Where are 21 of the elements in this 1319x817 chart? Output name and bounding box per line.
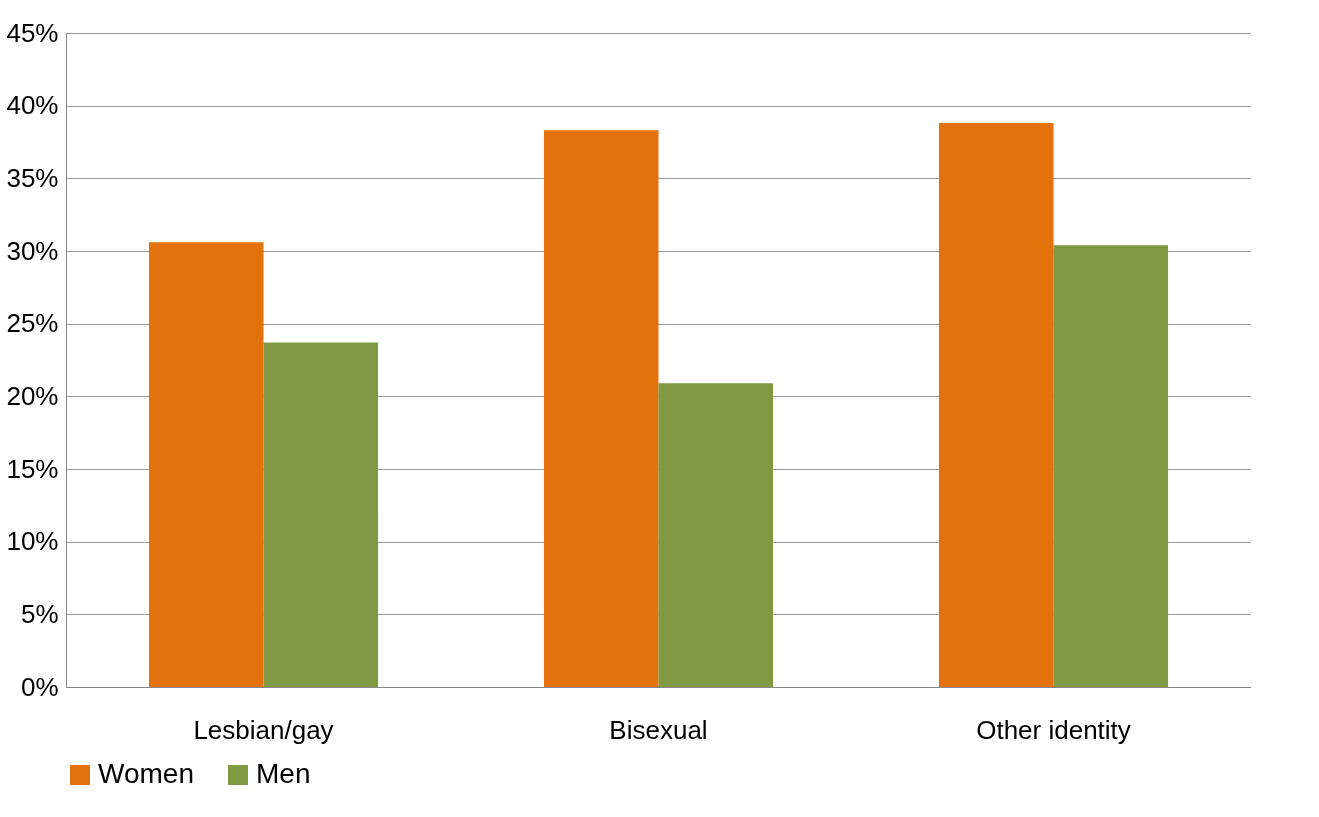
- y-tick-label: 15%: [6, 453, 59, 484]
- x-tick-label: Other identity: [976, 714, 1131, 745]
- legend-label: Women: [98, 758, 194, 789]
- y-tick-label: 35%: [6, 162, 59, 193]
- bar: [658, 383, 774, 687]
- x-tick-label: Bisexual: [609, 714, 708, 745]
- y-tick-label: 0%: [20, 671, 59, 702]
- bar: [263, 342, 379, 687]
- y-tick-label: 40%: [6, 90, 59, 121]
- x-tick-label: Lesbian/gay: [193, 714, 334, 745]
- bar: [543, 130, 659, 687]
- y-tick-label: 5%: [20, 598, 59, 629]
- bar: [1053, 245, 1169, 687]
- y-tick-label: 30%: [6, 235, 59, 266]
- bar: [938, 123, 1054, 687]
- y-tick-label: 25%: [6, 308, 59, 339]
- bar: [148, 242, 264, 687]
- y-tick-label: 45%: [6, 17, 59, 48]
- y-tick-label: 10%: [6, 526, 59, 557]
- y-tick-label: 20%: [6, 380, 59, 411]
- legend-label: Men: [256, 758, 311, 789]
